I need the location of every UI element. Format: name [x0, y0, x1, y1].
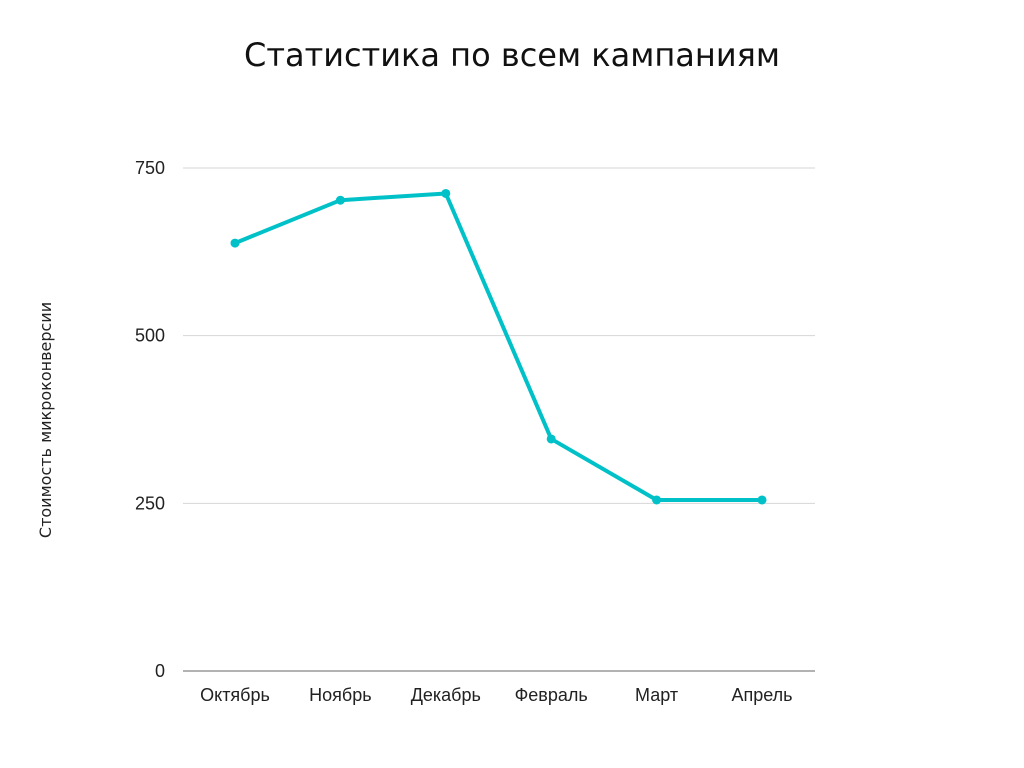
- y-axis-label: Стоимость микроконверсии: [36, 302, 55, 538]
- y-tick-label: 250: [135, 493, 165, 513]
- y-tick-labels: 0 250 500 750: [135, 158, 165, 681]
- data-point: [757, 495, 767, 505]
- y-tick-label: 500: [135, 326, 165, 346]
- data-point: [335, 195, 345, 205]
- chart-title: Статистика по всем кампаниям: [243, 36, 780, 74]
- data-point: [546, 434, 556, 444]
- x-tick-label: Март: [635, 685, 678, 705]
- y-tick-label: 0: [155, 661, 165, 681]
- x-tick-label: Февраль: [515, 685, 588, 705]
- data-point: [441, 188, 451, 198]
- y-tick-label: 750: [135, 158, 165, 178]
- grid-lines: [183, 167, 815, 672]
- series-line: [233, 191, 764, 502]
- x-tick-label: Апрель: [731, 685, 792, 705]
- data-point: [652, 495, 662, 505]
- x-tick-label: Октябрь: [200, 685, 270, 705]
- data-point: [230, 238, 240, 248]
- x-tick-label: Декабрь: [411, 685, 481, 705]
- series-group: [230, 188, 767, 505]
- x-tick-label: Ноябрь: [309, 685, 371, 705]
- x-tick-labels: Октябрь Ноябрь Декабрь Февраль Март Апрель: [200, 685, 792, 705]
